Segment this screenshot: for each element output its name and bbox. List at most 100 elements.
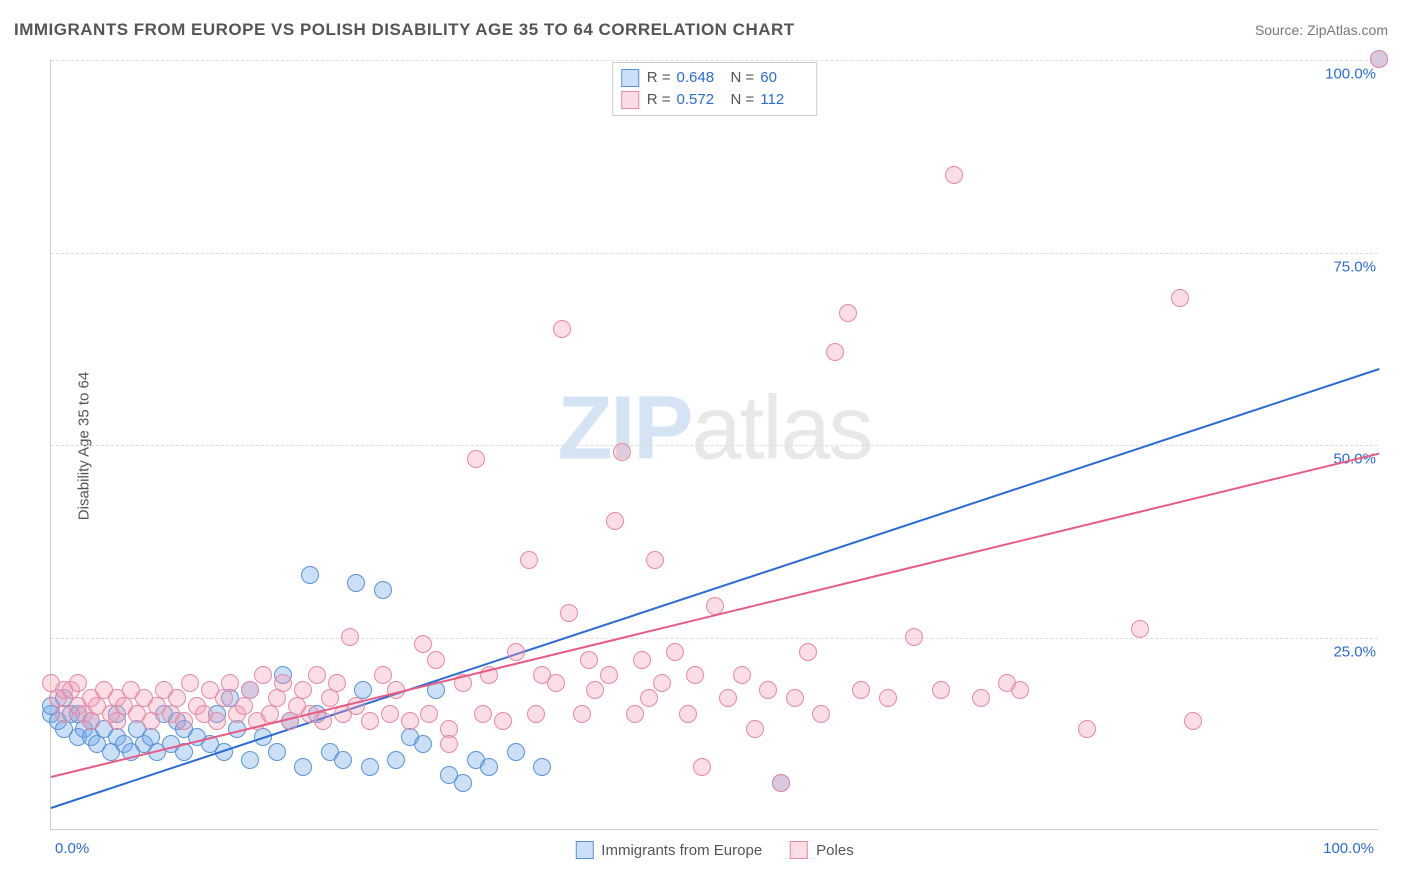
data-point bbox=[82, 712, 100, 730]
data-point bbox=[387, 751, 405, 769]
y-tick-label: 75.0% bbox=[1333, 258, 1380, 275]
data-point bbox=[381, 705, 399, 723]
source-attribution: Source: ZipAtlas.com bbox=[1255, 22, 1388, 38]
data-point bbox=[334, 751, 352, 769]
data-point bbox=[733, 666, 751, 684]
chart-title: IMMIGRANTS FROM EUROPE VS POLISH DISABIL… bbox=[14, 20, 795, 40]
data-point bbox=[321, 689, 339, 707]
data-point bbox=[274, 674, 292, 692]
data-point bbox=[480, 758, 498, 776]
n-value-0: 60 bbox=[760, 67, 808, 89]
watermark: ZIPatlas bbox=[557, 378, 871, 481]
data-point bbox=[401, 712, 419, 730]
data-point bbox=[905, 628, 923, 646]
data-point bbox=[573, 705, 591, 723]
data-point bbox=[972, 689, 990, 707]
data-point bbox=[261, 705, 279, 723]
source-prefix: Source: bbox=[1255, 22, 1307, 38]
legend-row-series-0: R = 0.648 N = 60 bbox=[621, 67, 809, 89]
data-point bbox=[301, 566, 319, 584]
n-label: N = bbox=[731, 67, 755, 89]
swatch-bottom-0 bbox=[575, 841, 593, 859]
legend-item-1: Poles bbox=[790, 841, 854, 859]
source-name: ZipAtlas.com bbox=[1307, 22, 1388, 38]
data-point bbox=[294, 758, 312, 776]
data-point bbox=[454, 774, 472, 792]
data-point bbox=[1078, 720, 1096, 738]
data-point bbox=[308, 666, 326, 684]
data-point bbox=[467, 450, 485, 468]
watermark-zip: ZIP bbox=[557, 379, 691, 479]
data-point bbox=[241, 751, 259, 769]
data-point bbox=[666, 643, 684, 661]
series-legend: Immigrants from Europe Poles bbox=[575, 841, 853, 859]
data-point bbox=[646, 551, 664, 569]
data-point bbox=[527, 705, 545, 723]
trend-line bbox=[51, 453, 1379, 778]
swatch-series-1 bbox=[621, 91, 639, 109]
legend-label-1: Poles bbox=[816, 842, 854, 859]
data-point bbox=[361, 758, 379, 776]
gridline bbox=[51, 638, 1378, 639]
swatch-series-0 bbox=[621, 69, 639, 87]
data-point bbox=[1171, 289, 1189, 307]
data-point bbox=[494, 712, 512, 730]
data-point bbox=[626, 705, 644, 723]
gridline bbox=[51, 253, 1378, 254]
data-point bbox=[268, 689, 286, 707]
data-point bbox=[852, 681, 870, 699]
data-point bbox=[414, 635, 432, 653]
data-point bbox=[1131, 620, 1149, 638]
data-point bbox=[826, 343, 844, 361]
x-tick-min: 0.0% bbox=[55, 840, 89, 857]
data-point bbox=[168, 689, 186, 707]
data-point bbox=[786, 689, 804, 707]
data-point bbox=[812, 705, 830, 723]
trend-line bbox=[51, 368, 1380, 809]
data-point bbox=[560, 604, 578, 622]
data-point bbox=[686, 666, 704, 684]
watermark-atlas: atlas bbox=[691, 379, 871, 479]
data-point bbox=[1184, 712, 1202, 730]
gridline bbox=[51, 445, 1378, 446]
r-label: R = bbox=[647, 67, 671, 89]
data-point bbox=[533, 758, 551, 776]
data-point bbox=[374, 581, 392, 599]
legend-item-0: Immigrants from Europe bbox=[575, 841, 762, 859]
data-point bbox=[221, 674, 239, 692]
data-point bbox=[507, 743, 525, 761]
data-point bbox=[640, 689, 658, 707]
data-point bbox=[719, 689, 737, 707]
data-point bbox=[314, 712, 332, 730]
data-point bbox=[945, 166, 963, 184]
data-point bbox=[108, 712, 126, 730]
data-point bbox=[653, 674, 671, 692]
data-point bbox=[507, 643, 525, 661]
data-point bbox=[427, 651, 445, 669]
data-point bbox=[294, 681, 312, 699]
data-point bbox=[69, 674, 87, 692]
data-point bbox=[254, 666, 272, 684]
data-point bbox=[328, 674, 346, 692]
data-point bbox=[580, 651, 598, 669]
data-point bbox=[241, 681, 259, 699]
data-point bbox=[633, 651, 651, 669]
data-point bbox=[215, 689, 233, 707]
data-point bbox=[268, 743, 286, 761]
data-point bbox=[374, 666, 392, 684]
y-tick-label: 100.0% bbox=[1325, 66, 1380, 83]
r-value-0: 0.648 bbox=[677, 67, 725, 89]
legend-row-series-1: R = 0.572 N = 112 bbox=[621, 89, 809, 111]
n-value-1: 112 bbox=[760, 89, 808, 111]
swatch-bottom-1 bbox=[790, 841, 808, 859]
data-point bbox=[175, 712, 193, 730]
data-point bbox=[613, 443, 631, 461]
data-point bbox=[142, 712, 160, 730]
data-point bbox=[420, 705, 438, 723]
data-point bbox=[347, 574, 365, 592]
y-tick-label: 25.0% bbox=[1333, 643, 1380, 660]
data-point bbox=[772, 774, 790, 792]
correlation-legend: R = 0.648 N = 60 R = 0.572 N = 112 bbox=[612, 62, 818, 116]
data-point bbox=[181, 674, 199, 692]
legend-label-0: Immigrants from Europe bbox=[601, 842, 762, 859]
